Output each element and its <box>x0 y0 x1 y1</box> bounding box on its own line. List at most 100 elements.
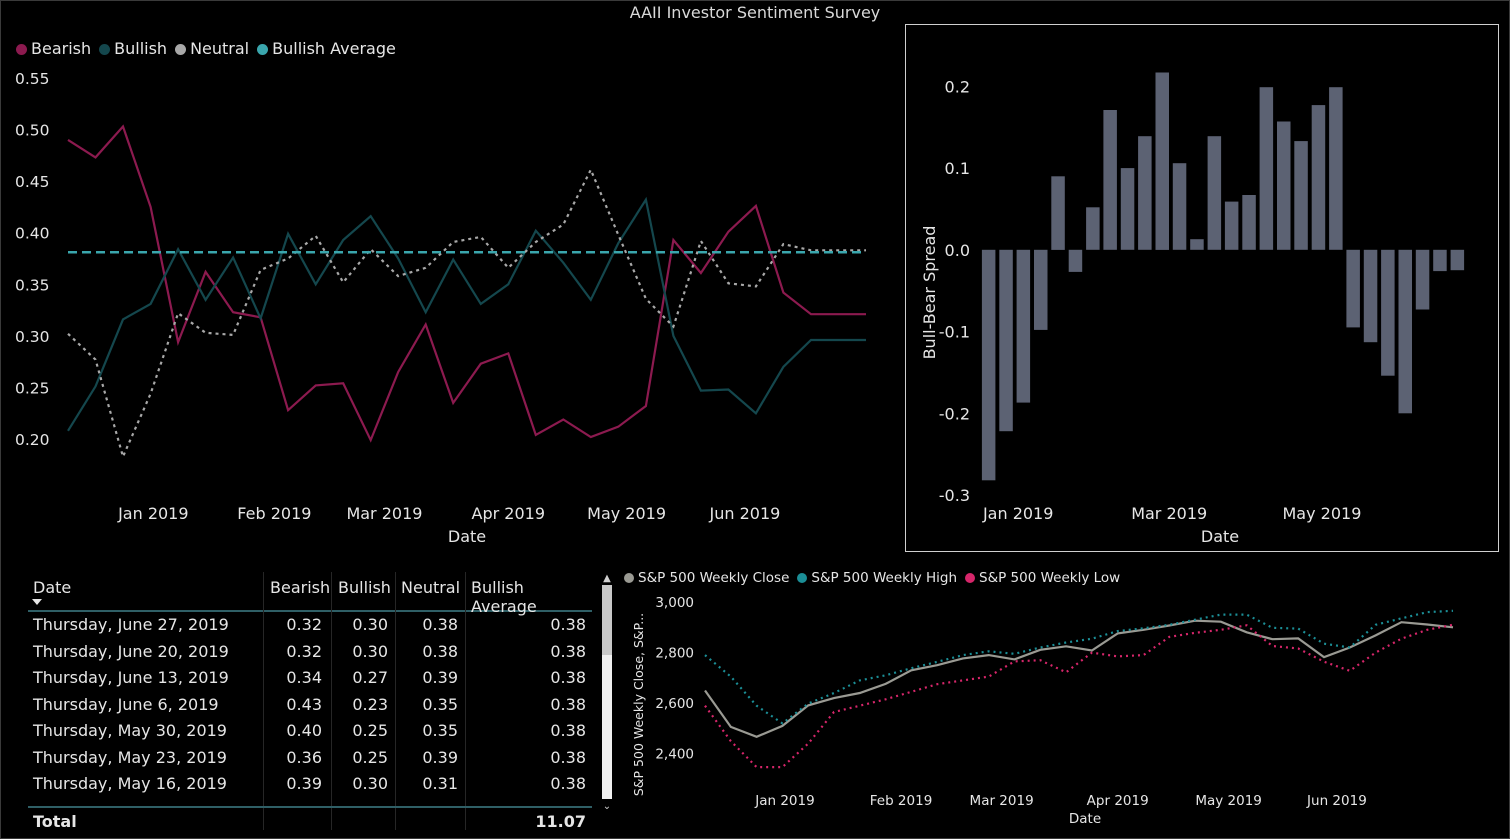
column-header-neutral[interactable]: Neutral <box>401 578 461 597</box>
series-line-s-p-500-weekly-high[interactable] <box>704 609 1454 725</box>
x-tick-label: May 2019 <box>587 504 666 523</box>
series-line-bullish[interactable] <box>67 196 866 432</box>
spread-bar[interactable] <box>1277 121 1291 250</box>
table-row[interactable]: Thursday, June 13, 2019 0.34 0.27 0.39 0.38 <box>28 665 592 691</box>
table-cell-bearish: 0.32 <box>286 615 322 634</box>
x-tick-label: May 2019 <box>1282 504 1361 523</box>
table-cell-bearish: 0.36 <box>286 747 322 767</box>
table-row[interactable]: Thursday, June 20, 2019 0.32 0.30 0.38 0.38 <box>28 639 592 665</box>
column-divider <box>263 572 264 830</box>
spread-bar[interactable] <box>1415 249 1430 310</box>
spread-bar[interactable] <box>1242 195 1256 250</box>
legend-item-s-p-500-weekly-low[interactable]: S&P 500 Weekly Low <box>965 570 1120 586</box>
scrollbar-track[interactable] <box>602 585 612 799</box>
spread-panel[interactable]: -0.3 -0.2 -0.1 0.0 0.1 0.2 Bull-Bear Spread Jan… <box>905 24 1499 552</box>
spread-bar[interactable] <box>1259 87 1274 250</box>
column-header-bullish-average[interactable]: Bullish Average <box>471 578 537 616</box>
legend-item-bearish[interactable]: Bearish <box>16 39 91 58</box>
column-header-bullish[interactable]: Bullish <box>338 578 391 597</box>
table-cell-bullish-average: 0.38 <box>550 747 586 767</box>
sp500-legend: S&P 500 Weekly Close S&P 500 Weekly High S… <box>624 570 1128 586</box>
spread-bar[interactable] <box>1190 239 1204 250</box>
y-tick-label: -0.2 <box>939 404 970 423</box>
series-line-bearish[interactable] <box>67 124 866 443</box>
report-title: AAII Investor Sentiment Survey <box>629 3 881 22</box>
column-header-bearish[interactable]: Bearish <box>270 578 331 597</box>
spread-bar[interactable] <box>1138 136 1152 250</box>
dot-icon <box>99 44 111 55</box>
table-cell-date: Thursday, May 23, 2019 <box>33 747 227 767</box>
y-tick-label: 2,800 <box>655 646 694 662</box>
x-axis-title: Date <box>448 527 486 546</box>
sentiment-legend: Bearish Bullish Neutral Bullish Average <box>16 39 404 58</box>
series-line-neutral[interactable] <box>67 167 866 460</box>
spread-bar[interactable] <box>1051 176 1065 250</box>
legend-item-s-p-500-weekly-close[interactable]: S&P 500 Weekly Close <box>624 570 789 586</box>
spread-bar[interactable] <box>1120 168 1135 250</box>
table-row[interactable]: Thursday, May 16, 2019 0.39 0.30 0.31 0.38 <box>28 771 592 797</box>
spread-bar[interactable] <box>1450 249 1465 271</box>
scrollbar-thumb[interactable] <box>602 585 612 655</box>
y-tick-label: 0.30 <box>15 328 50 346</box>
series-line-s-p-500-weekly-close[interactable] <box>704 619 1454 738</box>
spread-bar[interactable] <box>1103 110 1117 250</box>
y-tick-label: 3,000 <box>655 595 694 611</box>
spread-bar[interactable] <box>1363 249 1378 343</box>
x-axis-title: Date <box>1201 527 1239 546</box>
spread-bar[interactable] <box>1034 249 1048 330</box>
legend-label: Bearish <box>31 39 92 58</box>
table-row[interactable]: Thursday, May 23, 2019 0.36 0.25 0.39 0.38 <box>28 745 592 771</box>
sentiment-table[interactable]: Date Bearish Bullish Neutral Bullish Ave… <box>28 572 592 834</box>
scroll-up-icon[interactable]: ▲ <box>603 573 611 584</box>
dot-icon <box>16 44 27 55</box>
series-line-s-p-500-weekly-low[interactable] <box>704 623 1454 769</box>
spread-bar[interactable] <box>1068 249 1083 272</box>
sort-descending-icon[interactable] <box>32 599 42 605</box>
spread-bar[interactable] <box>999 249 1013 432</box>
legend-item-s-p-500-weekly-high[interactable]: S&P 500 Weekly High <box>797 570 957 586</box>
table-row[interactable]: Thursday, June 6, 2019 0.43 0.23 0.35 0.38 <box>28 692 592 718</box>
spread-bar[interactable] <box>1346 249 1360 328</box>
table-cell-neutral: 0.39 <box>422 747 458 767</box>
column-divider <box>465 572 466 830</box>
table-cell-neutral: 0.38 <box>422 641 458 661</box>
table-cell-bullish: 0.23 <box>352 694 388 714</box>
dot-icon <box>797 573 808 583</box>
table-scrollbar[interactable]: ▲ ⌄ <box>601 573 613 818</box>
y-tick-label: 0.25 <box>15 379 50 397</box>
x-axis-title: Date <box>1069 811 1101 827</box>
spread-bar[interactable] <box>1294 141 1308 250</box>
column-divider <box>395 572 396 830</box>
table-cell-date: Thursday, June 13, 2019 <box>33 668 229 687</box>
spread-bar[interactable] <box>1224 201 1239 250</box>
spread-bar[interactable] <box>1172 163 1187 250</box>
spread-bar[interactable] <box>1016 249 1031 403</box>
column-header-date[interactable]: Date <box>33 578 72 597</box>
table-cell-bearish: 0.39 <box>286 774 322 793</box>
table-row[interactable]: Thursday, May 30, 2019 0.40 0.25 0.35 0.38 <box>28 718 592 744</box>
bull-bear-spread-chart[interactable]: -0.3 -0.2 -0.1 0.0 0.1 0.2 Bull-Bear Spread Jan… <box>906 25 1498 551</box>
legend-item-bullish[interactable]: Bullish <box>99 39 167 58</box>
dot-icon <box>257 44 269 55</box>
spread-bar[interactable] <box>1086 207 1100 250</box>
legend-label: Neutral <box>190 39 250 58</box>
spread-bar[interactable] <box>1207 136 1222 250</box>
spread-bar[interactable] <box>1329 87 1343 250</box>
spread-bar[interactable] <box>1398 249 1413 414</box>
sp500-line-chart[interactable]: 2,400 2,600 2,800 3,000 S&P 500 Weekly Close… <box>610 564 1510 839</box>
x-tick-label: Feb 2019 <box>237 504 311 523</box>
spread-bar[interactable] <box>1311 105 1326 250</box>
legend-item-bullish-average[interactable]: Bullish Average <box>257 39 396 58</box>
table-cell-bullish-average: 0.38 <box>550 641 586 661</box>
sentiment-line-chart[interactable]: 0.20 0.25 0.30 0.35 0.40 0.45 0.50 0.55 Jan 2019… <box>0 0 900 560</box>
scroll-down-icon[interactable]: ⌄ <box>602 801 612 812</box>
legend-item-neutral[interactable]: Neutral <box>175 39 249 58</box>
spread-bar[interactable] <box>1433 249 1447 272</box>
table-cell-neutral: 0.39 <box>422 668 458 687</box>
spread-bar[interactable] <box>1381 249 1395 376</box>
table-row[interactable]: Thursday, June 27, 2019 0.32 0.30 0.38 0.38 <box>28 612 592 638</box>
spread-bar[interactable] <box>981 249 996 481</box>
x-tick-label: Mar 2019 <box>1131 504 1207 523</box>
spread-bar[interactable] <box>1155 72 1170 250</box>
x-tick-label: Apr 2019 <box>1087 793 1149 809</box>
